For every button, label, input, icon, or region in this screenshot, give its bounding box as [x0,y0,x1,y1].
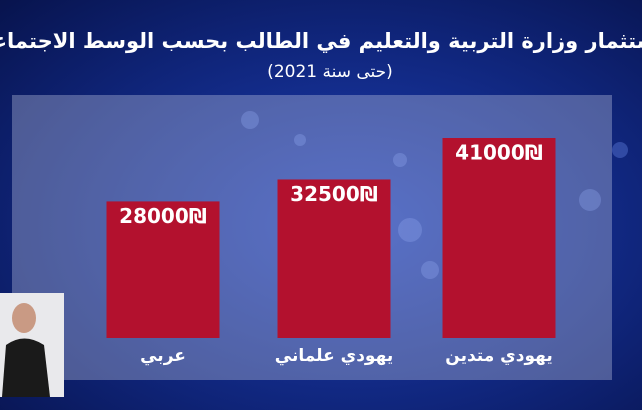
chart-title: استثمار وزارة التربية والتعليم في الطالب… [0,29,642,53]
bokeh [241,111,628,279]
x-tick-label: عربي [140,346,186,366]
value-label: 28000₪ [119,204,207,228]
x-tick-label: يهودي متدين [445,346,552,366]
bar [106,201,220,338]
value-label: 41000₪ [455,141,543,165]
x-tick-label: يهودي علماني [275,346,393,366]
value-label: 32500₪ [290,182,378,206]
chart-subtitle: (حتى سنة 2021) [267,62,393,82]
interpreter-inset [0,293,64,397]
bar [442,138,556,338]
bar [277,179,391,338]
